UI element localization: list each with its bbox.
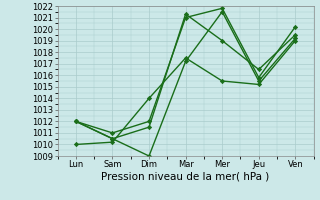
X-axis label: Pression niveau de la mer( hPa ): Pression niveau de la mer( hPa )	[101, 172, 270, 182]
